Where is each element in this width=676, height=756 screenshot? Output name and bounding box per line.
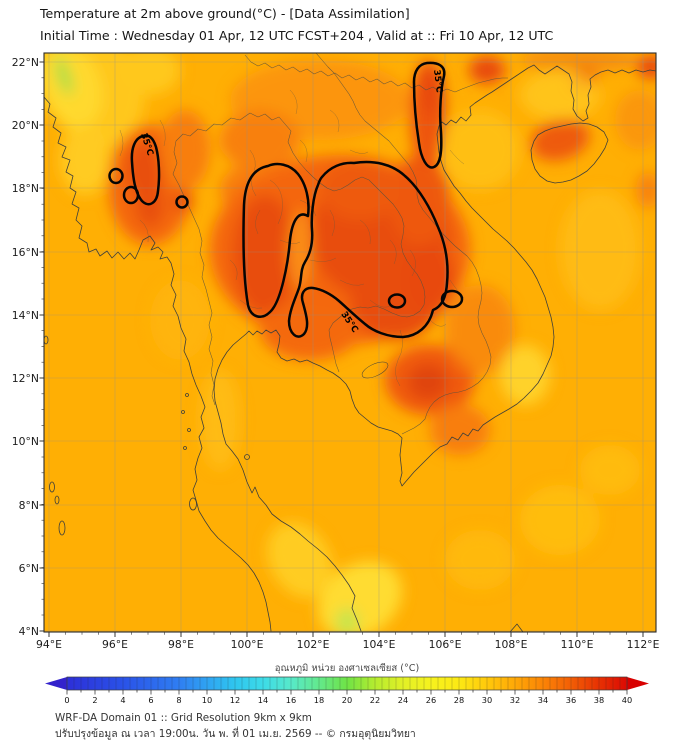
header: Temperature at 2m above ground(°C) - [Da… — [39, 6, 554, 43]
colorbar-tick-labels: 0 2 4 6 8 10 12 14 16 18 20 22 24 26 28 … — [64, 695, 632, 705]
cb-tick-label: 18 — [314, 695, 324, 705]
y-tick-label: 6°N — [19, 562, 39, 575]
cb-tick-label: 32 — [510, 695, 520, 705]
y-tick-label: 20°N — [12, 119, 39, 132]
y-tick-label: 8°N — [19, 499, 39, 512]
y-tick-label: 12°N — [12, 372, 39, 385]
y-tick-label: 4°N — [19, 625, 39, 638]
x-tick-label: 96°E — [102, 638, 128, 651]
x-tick-label: 104°E — [363, 638, 396, 651]
cb-tick-label: 6 — [148, 695, 153, 705]
country-borders — [172, 53, 508, 435]
cb-tick-label: 14 — [258, 695, 268, 705]
x-tick-label: 106°E — [429, 638, 462, 651]
map-frame — [43, 52, 657, 633]
footer-domain-info: WRF-DA Domain 01 :: Grid Resolution 9km … — [55, 712, 312, 724]
cb-tick-label: 22 — [370, 695, 380, 705]
y-tick-label: 14°N — [12, 309, 39, 322]
x-tick-label: 100°E — [231, 638, 264, 651]
contour-label-vietnam: 35°C — [431, 69, 444, 93]
lat-lon-gridlines — [44, 53, 656, 632]
footer: WRF-DA Domain 01 :: Grid Resolution 9km … — [55, 712, 416, 740]
cb-tick-label: 28 — [454, 695, 464, 705]
cb-tick-label: 26 — [426, 695, 436, 705]
axis-tick-marks — [39, 61, 644, 637]
cb-tick-label: 2 — [92, 695, 97, 705]
x-tick-label: 112°E — [627, 638, 660, 651]
cb-tick-label: 24 — [398, 695, 408, 705]
colorbar-left-arrow — [45, 677, 67, 690]
colorbar-tick-marks — [66, 690, 628, 695]
page-subtitle: Initial Time : Wednesday 01 Apr, 12 UTC … — [40, 28, 554, 43]
cb-tick-label: 4 — [120, 695, 125, 705]
y-tick-label: 10°N — [12, 435, 39, 448]
x-tick-label: 108°E — [495, 638, 528, 651]
cb-tick-label: 12 — [230, 695, 240, 705]
cb-tick-label: 8 — [176, 695, 181, 705]
x-tick-label: 94°E — [36, 638, 62, 651]
cb-tick-label: 34 — [538, 695, 548, 705]
colorbar: อุณหภูมิ หน่วย องศาเซลเซียส (°C) 0 2 4 6… — [45, 662, 649, 705]
coastlines — [44, 64, 656, 632]
colorbar-title: อุณหภูมิ หน่วย องศาเซลเซียส (°C) — [275, 662, 420, 674]
colorbar-right-arrow — [627, 677, 649, 690]
cb-tick-label: 36 — [566, 695, 576, 705]
y-tick-label: 22°N — [12, 56, 39, 69]
y-tick-label: 16°N — [12, 246, 39, 259]
cb-tick-label: 20 — [342, 695, 352, 705]
cb-tick-label: 30 — [482, 695, 492, 705]
y-axis-labels: 22°N 20°N 18°N 16°N 14°N 12°N 10°N 8°N 6… — [12, 56, 39, 638]
x-tick-label: 98°E — [168, 638, 194, 651]
contour-35c-lines — [108, 61, 464, 339]
cb-tick-label: 10 — [202, 695, 212, 705]
temperature-field: 35°C 35°C 35°C — [44, 53, 656, 632]
cb-tick-label: 0 — [64, 695, 69, 705]
cb-tick-label: 38 — [594, 695, 604, 705]
x-tick-label: 102°E — [297, 638, 330, 651]
colorbar-cell-lines — [73, 677, 621, 690]
colorbar-gradient — [67, 677, 627, 690]
y-tick-label: 18°N — [12, 182, 39, 195]
cb-tick-label: 40 — [622, 695, 632, 705]
x-axis-labels: 94°E 96°E 98°E 100°E 102°E 104°E 106°E 1… — [36, 638, 660, 651]
page-title: Temperature at 2m above ground(°C) - [Da… — [39, 6, 410, 21]
footer-update-info: ปรับปรุงข้อมูล ณ เวลา 19:00น. วัน พ. ที่… — [55, 726, 416, 740]
x-tick-label: 110°E — [561, 638, 594, 651]
cb-tick-label: 16 — [286, 695, 296, 705]
